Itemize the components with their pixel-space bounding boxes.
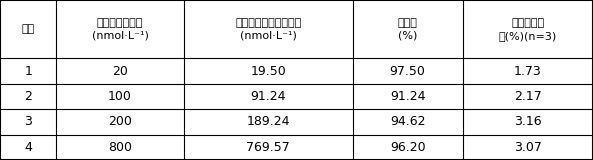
Text: 3.16: 3.16 bbox=[514, 115, 541, 128]
Text: 3.07: 3.07 bbox=[514, 141, 542, 154]
Text: 800: 800 bbox=[108, 141, 132, 154]
Text: 2.17: 2.17 bbox=[514, 90, 541, 103]
Text: 94.62: 94.62 bbox=[390, 115, 425, 128]
Text: 加入的受布霉素
(nmol·L⁻¹): 加入的受布霉素 (nmol·L⁻¹) bbox=[92, 18, 148, 41]
Text: 91.24: 91.24 bbox=[390, 90, 425, 103]
Text: 19.50: 19.50 bbox=[250, 65, 286, 78]
Text: 96.20: 96.20 bbox=[390, 141, 426, 154]
Text: 样品: 样品 bbox=[21, 24, 35, 34]
Text: 97.50: 97.50 bbox=[390, 65, 426, 78]
Text: 1.73: 1.73 bbox=[514, 65, 541, 78]
Text: 20: 20 bbox=[112, 65, 128, 78]
Text: 91.24: 91.24 bbox=[251, 90, 286, 103]
Text: 相对标准偏
差(%)(n=3): 相对标准偏 差(%)(n=3) bbox=[499, 18, 557, 41]
Text: 3: 3 bbox=[24, 115, 32, 128]
Text: 4: 4 bbox=[24, 141, 32, 154]
Text: 100: 100 bbox=[108, 90, 132, 103]
Text: 1: 1 bbox=[24, 65, 32, 78]
Text: 200: 200 bbox=[108, 115, 132, 128]
Text: 2: 2 bbox=[24, 90, 32, 103]
Text: 回收率
(%): 回收率 (%) bbox=[398, 18, 417, 41]
Text: 检测到的受布霉素含量
(nmol·L⁻¹): 检测到的受布霉素含量 (nmol·L⁻¹) bbox=[235, 18, 301, 41]
Text: 769.57: 769.57 bbox=[247, 141, 290, 154]
Text: 189.24: 189.24 bbox=[247, 115, 290, 128]
